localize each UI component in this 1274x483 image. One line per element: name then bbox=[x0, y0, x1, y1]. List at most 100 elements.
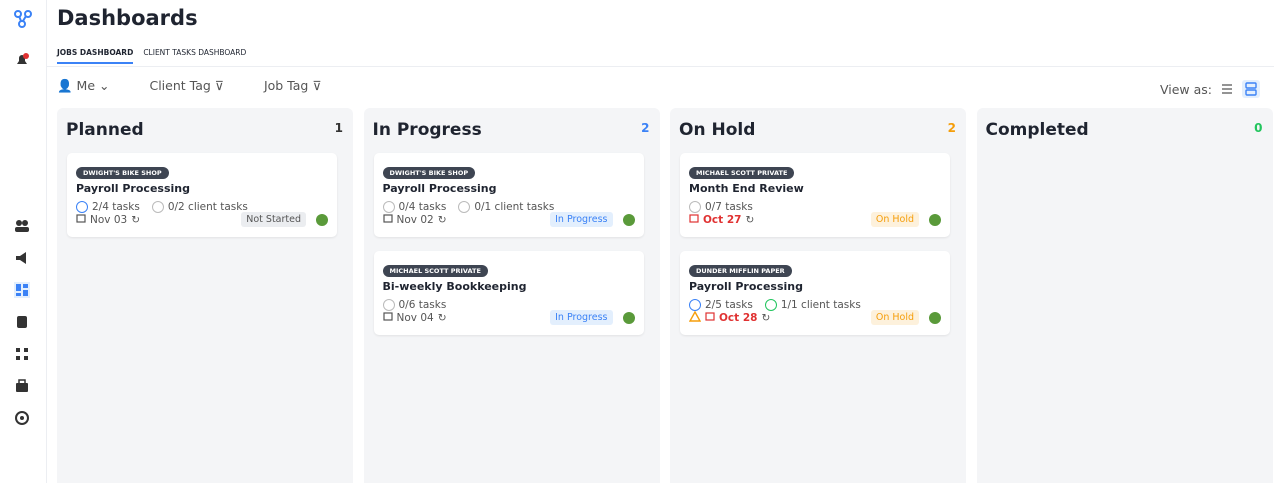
column: Planned 1 DWIGHT'S BIKE SHOP Payroll Proces… bbox=[57, 108, 353, 483]
notifications[interactable] bbox=[14, 52, 30, 68]
calendar-icon bbox=[705, 311, 715, 324]
column-count: 1 bbox=[334, 121, 343, 135]
sidebar bbox=[0, 0, 47, 483]
nav-apps[interactable] bbox=[14, 346, 30, 362]
column-count: 0 bbox=[1254, 121, 1263, 135]
assignee-avatar bbox=[316, 213, 328, 226]
task-progress: 2/4 tasks 0/2 client tasks bbox=[76, 201, 328, 213]
list-view[interactable] bbox=[1220, 82, 1234, 96]
job-card[interactable]: DUNDER MIFFLIN PAPER Payroll Processing 2/… bbox=[680, 251, 950, 335]
column-title: Completed bbox=[985, 120, 1089, 140]
assignee-avatar bbox=[929, 213, 941, 226]
tab[interactable]: CLIENT TASKS DASHBOARD bbox=[143, 48, 247, 57]
task-progress: 0/6 tasks bbox=[382, 299, 635, 311]
task-icon bbox=[382, 201, 395, 213]
assignee-avatar bbox=[622, 213, 635, 226]
nav-dashboards[interactable] bbox=[14, 282, 30, 298]
tasks: 0/6 tasks bbox=[398, 299, 447, 311]
status-badge: On Hold bbox=[870, 310, 919, 325]
client-tag: MICHAEL SCOTT PRIVATE bbox=[382, 265, 488, 277]
nav-announcements[interactable] bbox=[14, 250, 30, 266]
filter-label: Client Tag bbox=[149, 78, 211, 93]
client-tasks: 0/1 client tasks bbox=[474, 201, 555, 213]
calendar-icon bbox=[382, 311, 393, 324]
warning-icon bbox=[688, 310, 702, 325]
recurring-icon: ↻ bbox=[131, 213, 141, 226]
calendar-icon bbox=[76, 213, 86, 226]
tasks: 0/7 tasks bbox=[705, 201, 753, 213]
client-tasks: 1/1 client tasks bbox=[780, 299, 861, 311]
status-badge: On Hold bbox=[870, 212, 919, 227]
status-badge: Not Started bbox=[241, 212, 306, 227]
client-tag: DUNDER MIFFLIN PAPER bbox=[689, 265, 792, 277]
card-footer: Oct 28 ↻ On Hold bbox=[688, 310, 941, 325]
nav-jobs[interactable] bbox=[14, 378, 30, 394]
column-title: On Hold bbox=[679, 120, 756, 140]
card-footer: Nov 04 ↻ In Progress bbox=[382, 310, 635, 325]
due-date: Oct 27 bbox=[703, 213, 742, 226]
column: In Progress 2 DWIGHT'S BIKE SHOP Payroll Pr… bbox=[363, 108, 660, 483]
task-icon bbox=[76, 201, 88, 213]
page-title: Dashboards bbox=[57, 6, 198, 30]
filter-assignee[interactable]: 👤 Me ⌄ bbox=[57, 78, 110, 93]
task-icon bbox=[382, 299, 395, 311]
nav-people[interactable] bbox=[14, 218, 30, 234]
task-progress: 2/5 tasks 1/1 client tasks bbox=[689, 299, 941, 311]
due-date: Nov 02 bbox=[396, 213, 434, 226]
filter-client-tag[interactable]: Client Tag ⊽ bbox=[149, 78, 224, 93]
calendar-icon bbox=[689, 213, 699, 226]
column-count: 2 bbox=[641, 121, 650, 135]
tasks: 2/5 tasks bbox=[705, 299, 753, 311]
client-tasks: 0/2 client tasks bbox=[167, 201, 248, 213]
client-tag: DWIGHT'S BIKE SHOP bbox=[76, 167, 169, 179]
recurring-icon: ↻ bbox=[437, 213, 447, 226]
status-badge: In Progress bbox=[550, 310, 613, 325]
due-date: Oct 28 bbox=[719, 311, 758, 324]
client-task-icon bbox=[458, 201, 471, 213]
job-card[interactable]: DWIGHT'S BIKE SHOP Payroll Processing 2/4 … bbox=[67, 153, 337, 237]
column-count: 2 bbox=[947, 121, 956, 135]
view-label: View as: bbox=[1159, 81, 1212, 97]
job-title: Bi-weekly Bookkeeping bbox=[382, 280, 527, 293]
tabs: JOBS DASHBOARD CLIENT TASKS DASHBOARD bbox=[57, 48, 246, 64]
job-card[interactable]: MICHAEL SCOTT PRIVATE Bi-weekly Bookkeepi… bbox=[373, 251, 644, 335]
recurring-icon: ↻ bbox=[437, 311, 447, 324]
column: On Hold 2 MICHAEL SCOTT PRIVATE Month End R… bbox=[670, 108, 966, 483]
due-date: Nov 03 bbox=[90, 213, 128, 226]
job-card[interactable]: DWIGHT'S BIKE SHOP Payroll Processing 0/4 … bbox=[373, 153, 644, 237]
task-icon bbox=[689, 201, 701, 213]
client-tag: MICHAEL SCOTT PRIVATE bbox=[689, 167, 795, 179]
view-switcher: View as: bbox=[1160, 80, 1260, 98]
job-card[interactable]: MICHAEL SCOTT PRIVATE Month End Review 0/7… bbox=[680, 153, 950, 237]
client-tag: DWIGHT'S BIKE SHOP bbox=[382, 167, 476, 179]
tasks: 0/4 tasks bbox=[398, 201, 447, 213]
logo bbox=[14, 10, 32, 28]
card-footer: Nov 02 ↻ In Progress bbox=[382, 212, 635, 227]
calendar-icon bbox=[382, 213, 393, 226]
recurring-icon: ↻ bbox=[745, 213, 755, 226]
recurring-icon: ↻ bbox=[761, 311, 771, 324]
job-title: Payroll Processing bbox=[689, 280, 803, 293]
filters: 👤 Me ⌄ Client Tag ⊽ Job Tag ⊽ bbox=[57, 78, 361, 94]
column: Completed 0 bbox=[976, 108, 1273, 483]
task-progress: 0/7 tasks bbox=[689, 201, 941, 213]
job-title: Month End Review bbox=[689, 182, 804, 195]
tasks: 2/4 tasks bbox=[92, 201, 140, 213]
task-progress: 0/4 tasks 0/1 client tasks bbox=[382, 201, 635, 213]
client-task-icon bbox=[764, 299, 777, 311]
filter-job-tag[interactable]: Job Tag ⊽ bbox=[263, 78, 322, 93]
column-title: In Progress bbox=[372, 120, 482, 140]
tab[interactable]: JOBS DASHBOARD bbox=[57, 48, 134, 64]
divider bbox=[46, 66, 1274, 67]
client-task-icon bbox=[151, 201, 164, 213]
due-date: Nov 04 bbox=[396, 311, 434, 324]
card-footer: Oct 27 ↻ On Hold bbox=[689, 212, 941, 227]
status-badge: In Progress bbox=[550, 212, 613, 227]
nav-documents[interactable] bbox=[14, 314, 30, 330]
assignee-avatar bbox=[622, 311, 635, 324]
nav-support[interactable] bbox=[14, 410, 30, 426]
board-view[interactable] bbox=[1242, 80, 1260, 98]
filter-label: Job Tag bbox=[263, 78, 309, 93]
assignee-avatar bbox=[929, 311, 941, 324]
